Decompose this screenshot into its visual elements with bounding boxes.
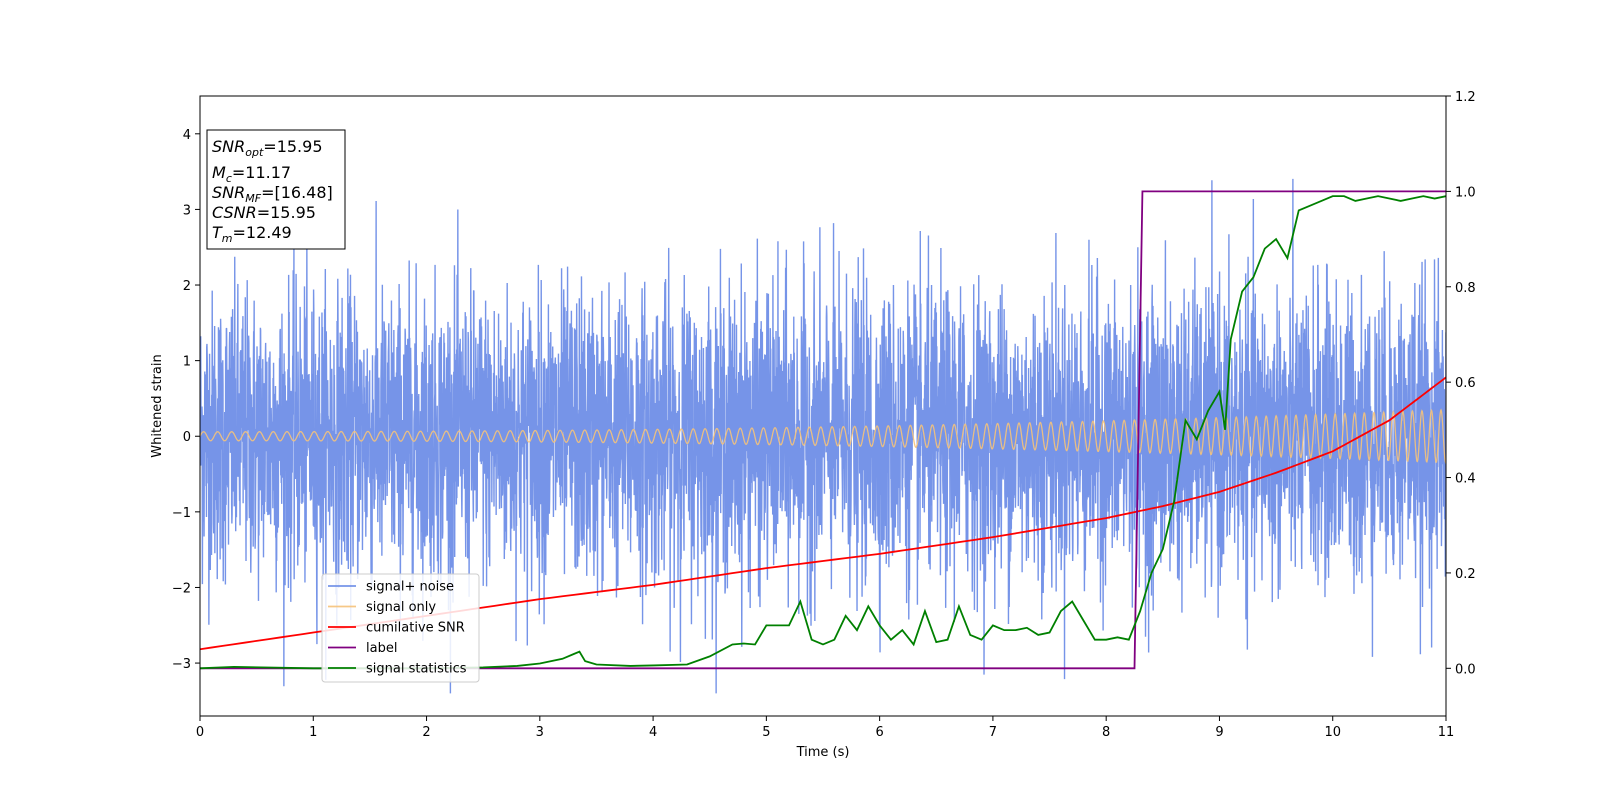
annotation-csnr: CSNR=15.95: [212, 203, 316, 222]
x-axis-label: Time (s): [796, 745, 850, 760]
x-tick-label: 5: [762, 725, 770, 740]
annotation-snr-opt: SNRopt=15.95: [212, 137, 323, 159]
y-tick-label: 4: [183, 128, 191, 143]
y2-tick-label: 1.2: [1455, 90, 1476, 105]
x-tick-label: 9: [1215, 725, 1223, 740]
x-tick-label: 6: [875, 725, 883, 740]
x-tick-label: 8: [1102, 725, 1110, 740]
y2-tick-label: 0.6: [1455, 376, 1476, 391]
x-tick-label: 0: [196, 725, 204, 740]
x-tick-label: 4: [649, 725, 657, 740]
y2-tick-label: 0.4: [1455, 472, 1476, 487]
legend-label: cumilative SNR: [366, 621, 465, 636]
x-tick-label: 2: [422, 725, 430, 740]
x-tick-label: 10: [1324, 725, 1341, 740]
legend: signal+ noise signal only cumilative SNR la…: [321, 573, 480, 683]
series-signal-noise: [200, 178, 1446, 694]
plot-frame: [199, 95, 1447, 717]
x-tick-label: 11: [1438, 725, 1455, 740]
y-axis-label: Whitened strain: [150, 354, 165, 457]
series-signal-statistics: [200, 195, 1446, 670]
y-axis-left: −3 −2 −1 0 1 2 3 4: [172, 128, 200, 672]
legend-label: signal only: [366, 600, 436, 615]
annotation-mc: Mc=11.17: [212, 163, 291, 185]
legend-label: label: [366, 641, 397, 656]
y-tick-label: 1: [183, 355, 191, 370]
y2-tick-label: 0.2: [1455, 567, 1476, 582]
annotation-tm: Tm=12.49: [212, 223, 292, 245]
y-tick-label: 3: [183, 203, 191, 218]
y-tick-label: −1: [172, 506, 191, 521]
y-tick-label: −3: [172, 657, 191, 672]
series-label: [200, 190, 1446, 670]
legend-label: signal statistics: [366, 662, 467, 677]
y2-tick-label: 0.8: [1455, 281, 1476, 296]
annotation-box: SNRopt=15.95 Mc=11.17 SNRMF=[16.48] CSNR…: [206, 129, 346, 250]
annotation-snr-mf: SNRMF=[16.48]: [212, 183, 333, 205]
x-tick-label: 7: [989, 725, 997, 740]
legend-label: signal+ noise: [366, 580, 454, 595]
y2-tick-label: 0.0: [1455, 662, 1476, 677]
y-axis-right: 0.0 0.2 0.4 0.6 0.8 1.0 1.2: [1446, 90, 1476, 677]
y-tick-label: 2: [183, 279, 191, 294]
y-tick-label: −2: [172, 581, 191, 596]
x-tick-label: 3: [536, 725, 544, 740]
y-tick-label: 0: [183, 430, 191, 445]
x-tick-label: 1: [309, 725, 317, 740]
x-axis: 0 1 2 3 4 5 6 7 8 9 10 11: [196, 716, 1454, 740]
series-signal-only: [200, 408, 1446, 464]
y2-tick-label: 1.0: [1455, 185, 1476, 200]
